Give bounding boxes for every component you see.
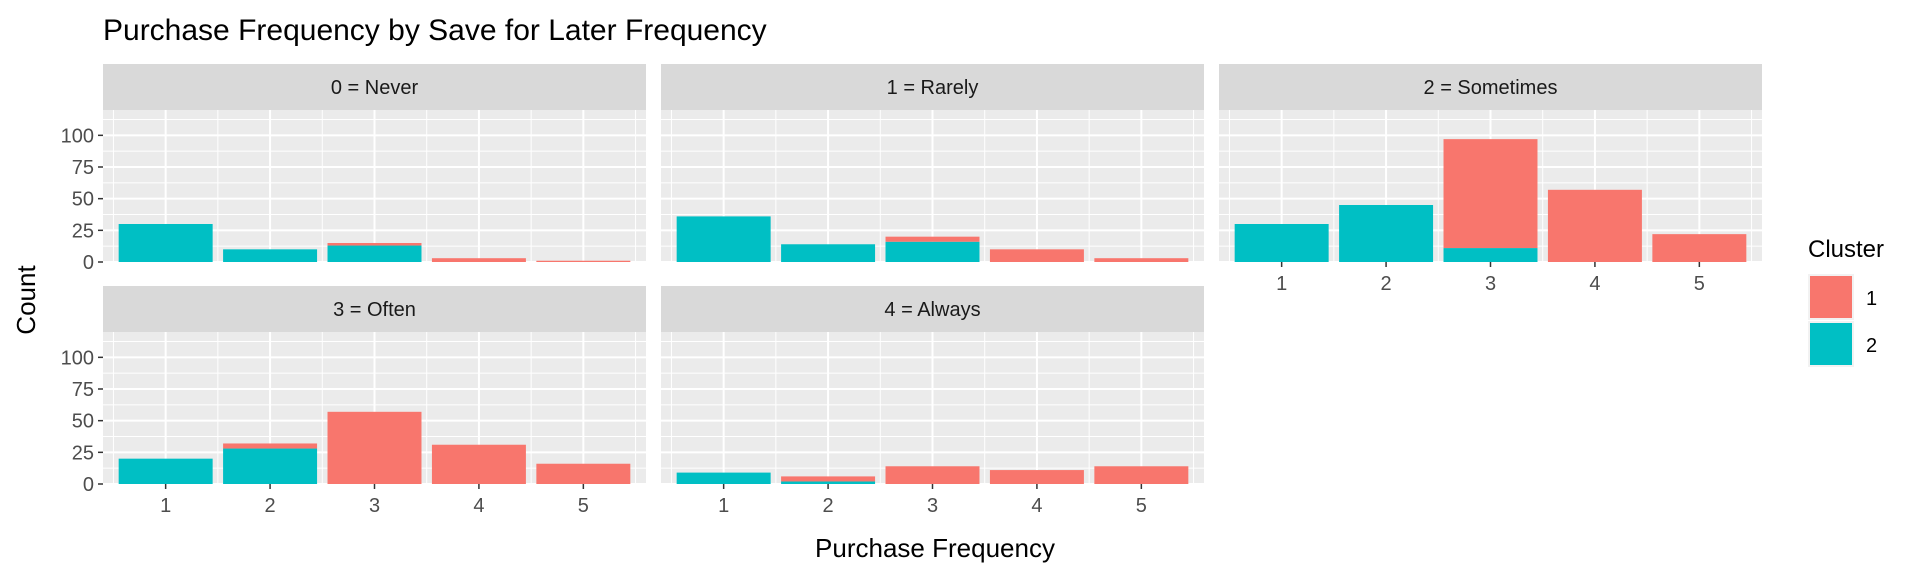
y-tick-label: 50	[72, 411, 94, 433]
facet-panel: 2 = Sometimes 1 2 3 4 5	[1219, 64, 1762, 295]
bar-segment-cluster-2	[1339, 205, 1434, 262]
y-tick-label: 0	[83, 252, 94, 274]
facet-strip	[661, 64, 1204, 110]
x-tick-label: 2	[265, 495, 276, 517]
facet-strip-label: 0 = Never	[331, 77, 419, 99]
bar-segment-cluster-2	[781, 481, 876, 484]
chart-title: Purchase Frequency by Save for Later Fre…	[103, 14, 767, 47]
facet-panel: 1 = Rarely	[661, 64, 1204, 263]
legend-items: 12	[1808, 274, 1877, 367]
legend-title: Cluster	[1808, 236, 1884, 263]
bar-segment-cluster-1	[1094, 258, 1189, 262]
legend-swatch-cluster-1	[1810, 276, 1852, 318]
facet-panel: 4 = Always 1 2 3 4 5	[661, 286, 1204, 517]
bar-segment-cluster-2	[676, 216, 771, 262]
legend-label: 2	[1866, 335, 1877, 357]
x-tick-label: 4	[1031, 495, 1042, 517]
bar-segment-cluster-1	[327, 411, 422, 484]
y-tick-label: 75	[72, 379, 94, 401]
y-tick-label: 50	[72, 189, 94, 211]
x-tick-label: 3	[927, 495, 938, 517]
facet-strip-label: 2 = Sometimes	[1424, 77, 1558, 99]
bar-segment-cluster-1	[223, 443, 318, 449]
facet-strip-label: 4 = Always	[884, 299, 980, 321]
bar-segment-cluster-2	[118, 458, 213, 484]
facet-strip-label: 1 = Rarely	[887, 77, 979, 99]
y-tick-label: 75	[72, 157, 94, 179]
bar-segment-cluster-2	[223, 249, 318, 262]
y-tick-label: 100	[61, 125, 94, 147]
bar-segment-cluster-2	[327, 245, 422, 262]
x-tick-label: 2	[823, 495, 834, 517]
x-tick-label: 5	[578, 495, 589, 517]
x-tick-label: 5	[1694, 273, 1705, 295]
facet-strip	[1219, 64, 1762, 110]
bar-segment-cluster-2	[885, 241, 980, 262]
y-tick-label: 100	[61, 347, 94, 369]
legend-swatch-cluster-2	[1810, 323, 1852, 365]
x-tick-label: 1	[160, 495, 171, 517]
facet-strip	[103, 64, 646, 110]
legend: Cluster 12	[1808, 236, 1884, 367]
bar-segment-cluster-1	[781, 476, 876, 482]
y-tick-label: 25	[72, 442, 94, 464]
y-tick-label: 25	[72, 220, 94, 242]
bar-segment-cluster-1	[536, 463, 631, 484]
bar-segment-cluster-2	[118, 224, 213, 262]
bar-segment-cluster-2	[676, 472, 771, 484]
facet-strip	[103, 286, 646, 332]
x-tick-label: 3	[1485, 273, 1496, 295]
bar-segment-cluster-1	[327, 243, 422, 246]
y-tick-label: 0	[83, 474, 94, 496]
facet-strip-label: 3 = Often	[333, 299, 416, 321]
facet-panel: 3 = Often 0 25 50 75 100 1 2 3 4 5	[61, 286, 646, 517]
x-tick-label: 3	[369, 495, 380, 517]
x-tick-label: 2	[1381, 273, 1392, 295]
x-tick-label: 5	[1136, 495, 1147, 517]
bar-segment-cluster-1	[536, 260, 631, 262]
facet-strip	[661, 286, 1204, 332]
bar-segment-cluster-2	[1443, 248, 1538, 262]
legend-label: 1	[1866, 288, 1877, 310]
bar-segment-cluster-1	[431, 444, 526, 484]
bar-segment-cluster-1	[431, 258, 526, 262]
bar-segment-cluster-1	[1443, 139, 1538, 249]
bar-segment-cluster-2	[223, 448, 318, 484]
bar-segment-cluster-1	[885, 466, 980, 484]
bar-segment-cluster-2	[1234, 224, 1329, 262]
x-tick-label: 1	[1276, 273, 1287, 295]
facet-panel: 0 = Never 0 25 50 75 100	[61, 64, 646, 274]
x-tick-label: 4	[1589, 273, 1600, 295]
x-tick-label: 4	[473, 495, 484, 517]
bar-segment-cluster-1	[885, 236, 980, 242]
bar-segment-cluster-1	[1652, 234, 1747, 262]
bar-segment-cluster-1	[989, 249, 1084, 262]
bar-segment-cluster-1	[989, 470, 1084, 484]
x-tick-label: 1	[718, 495, 729, 517]
x-axis-title: Purchase Frequency	[815, 533, 1055, 563]
y-axis-title: Count	[11, 265, 41, 335]
bar-segment-cluster-2	[781, 244, 876, 262]
bar-segment-cluster-1	[1547, 189, 1642, 262]
bar-segment-cluster-1	[1094, 466, 1189, 484]
